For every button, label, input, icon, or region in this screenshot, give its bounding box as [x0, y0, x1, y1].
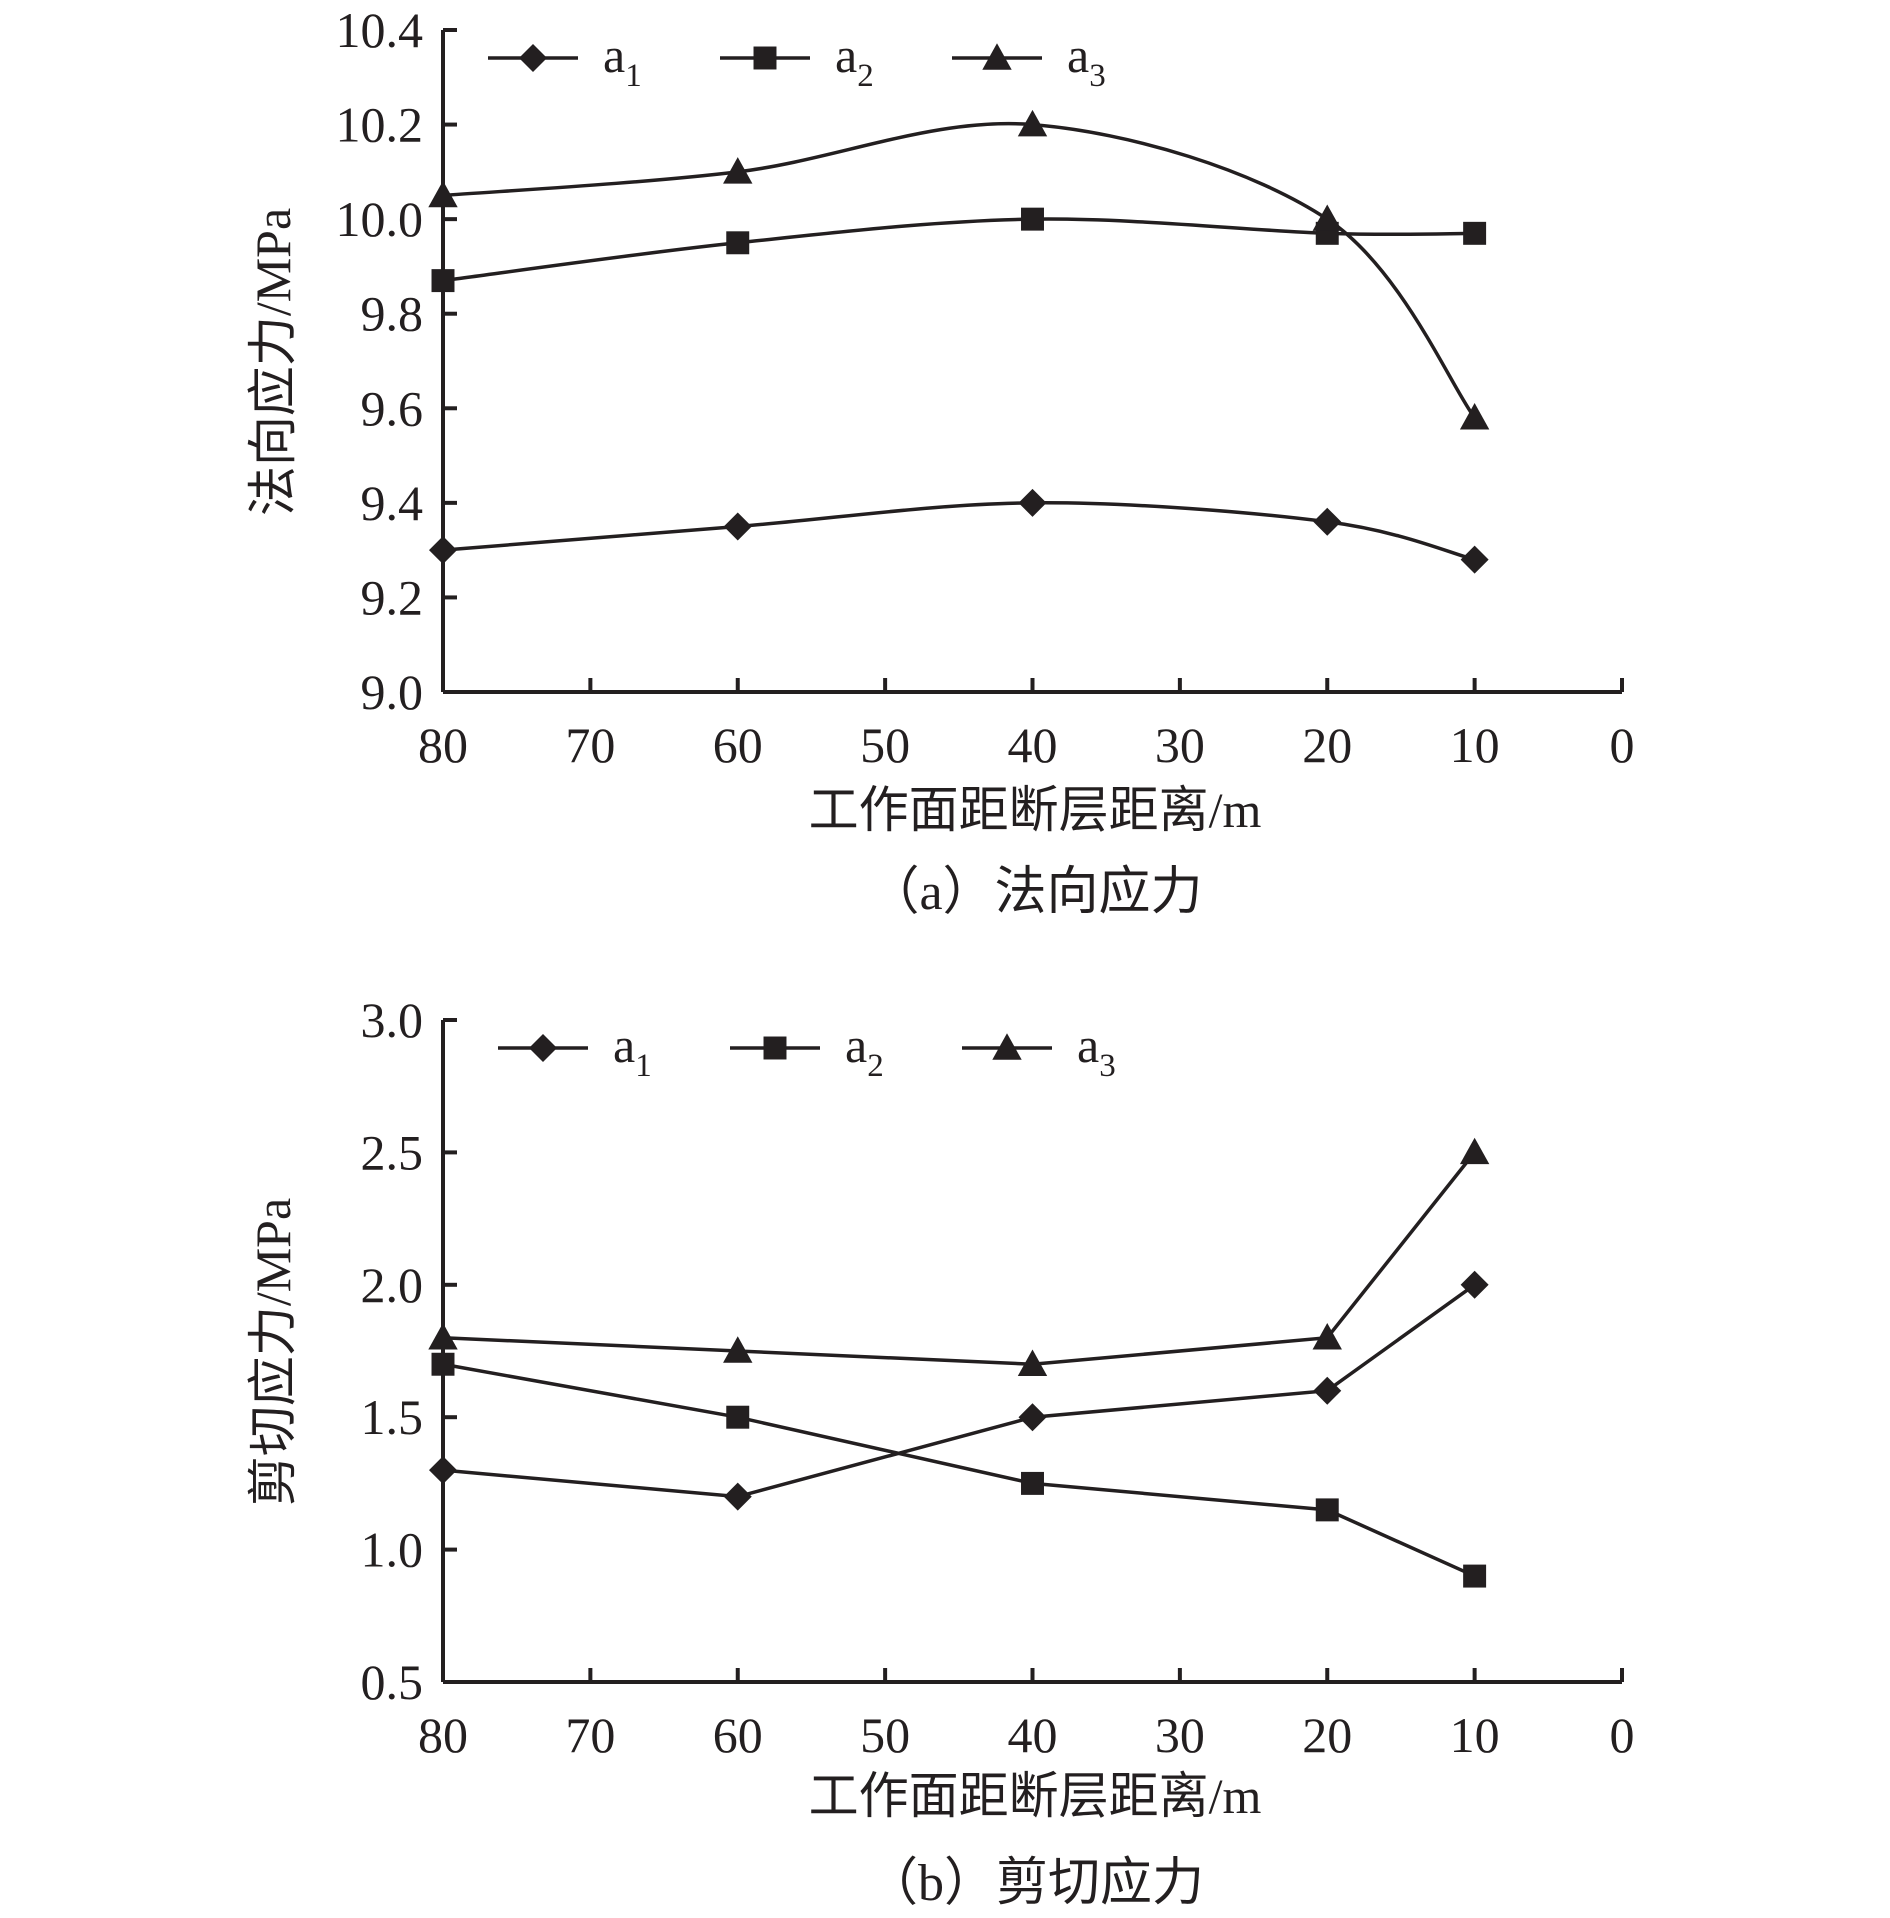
legend-label-subscript: 3 [1099, 1048, 1116, 1084]
x-tick-label: 0 [1610, 1707, 1635, 1763]
series-line-a2 [442, 217, 1475, 283]
x-tick-label: 10 [1450, 1707, 1500, 1763]
y-tick-label: 2.5 [361, 1124, 424, 1180]
y-tick-label: 2.0 [361, 1257, 424, 1313]
x-tick-label: 40 [1008, 1707, 1058, 1763]
y-tick-label: 9.8 [361, 286, 424, 342]
x-axis-title: 工作面距断层距离/m [809, 782, 1262, 838]
x-tick-label: 20 [1302, 717, 1352, 773]
data-point-a3 [1017, 1349, 1048, 1376]
x-tick-label: 30 [1155, 1707, 1205, 1763]
tick-labels: 9.09.29.49.69.810.010.210.480 70 60 50 40 30 2… [336, 2, 1635, 773]
data-point-a1 [1460, 1270, 1489, 1299]
x-tick-label: 50 [860, 717, 910, 773]
tick-marks [441, 28, 1624, 694]
legend-marker [519, 44, 547, 72]
x-tick-label: 0 [1610, 717, 1635, 773]
panel-caption: （b）剪切应力 [866, 1855, 1204, 1912]
y-axis-title: 法向应力/MPa [245, 208, 301, 516]
x-tick-label: 30 [1155, 717, 1205, 773]
legend-label-subscript: 1 [635, 1048, 652, 1084]
data-point-a2 [726, 231, 750, 255]
y-tick-label: 0.5 [361, 1654, 424, 1710]
y-tick-label: 10.4 [336, 2, 424, 58]
y-tick-label: 10.0 [336, 191, 424, 247]
data-point-a2 [1463, 221, 1487, 245]
data-point-a2 [726, 1405, 750, 1429]
x-tick-label: 40 [1008, 717, 1058, 773]
data-point-a1 [1460, 545, 1489, 574]
data-point-a1 [723, 512, 752, 541]
data-point-a3 [1312, 204, 1342, 231]
data-point-a3 [1459, 1137, 1490, 1165]
panel-caption: （a）法向应力 [867, 864, 1202, 921]
data-point-a3 [723, 1336, 753, 1363]
data-point-a3 [1017, 109, 1048, 137]
data-point-a2 [1463, 1564, 1487, 1588]
data-point-a3 [1459, 403, 1490, 430]
tick-marks [441, 1018, 1624, 1684]
legend: a1 a2 a3 [498, 1017, 1116, 1084]
y-tick-label: 1.5 [361, 1389, 424, 1445]
x-axis-title: 工作面距断层距离/m [809, 1768, 1262, 1824]
y-tick-label: 3.0 [361, 992, 424, 1048]
legend-marker [992, 1033, 1022, 1060]
data-point-a2 [1021, 207, 1044, 231]
legend-label-subscript: 3 [1089, 58, 1106, 94]
legend-marker [982, 43, 1012, 70]
y-tick-label: 9.4 [361, 475, 424, 531]
data-point-a3 [1312, 1323, 1342, 1350]
data-point-a1 [1313, 507, 1342, 536]
data-point-a3 [723, 157, 753, 184]
legend-label-subscript: 1 [625, 58, 642, 94]
data-point-a1 [723, 1482, 752, 1511]
y-tick-label: 9.2 [361, 569, 424, 625]
y-tick-label: 9.6 [361, 380, 424, 436]
data-point-a1 [1018, 1403, 1047, 1432]
legend-label-subscript: 2 [857, 58, 874, 94]
series-line-a1 [442, 501, 1476, 562]
legend-marker [529, 1034, 557, 1062]
tick-labels: 0.5 1.0 1.5 2.0 2.5 3.0 80 70 60 50 40 30 20 10 0 [361, 992, 1635, 1763]
legend-label: a2 [845, 1017, 884, 1084]
x-tick-label: 80 [418, 1707, 468, 1763]
x-tick-label: 20 [1302, 1707, 1352, 1763]
x-tick-label: 60 [713, 717, 763, 773]
legend-label: a1 [613, 1017, 652, 1084]
legend: a1 a2 a3 [488, 27, 1106, 94]
chart-panel-shear-stress: 0.5 1.0 1.5 2.0 2.5 3.0 80 70 60 50 40 30 20 10 0 a1 a2… [245, 992, 1635, 1912]
data-point-a1 [1313, 1376, 1342, 1405]
legend-label: a2 [835, 27, 874, 94]
data-point-a1 [1018, 488, 1047, 517]
x-tick-label: 10 [1450, 717, 1500, 773]
chart-panel-normal-stress: 9.09.29.49.69.810.010.210.480 70 60 50 40 30 2… [245, 2, 1635, 921]
data-point-a2 [1021, 1471, 1044, 1495]
y-tick-label: 9.0 [361, 664, 424, 720]
legend-label: a3 [1067, 27, 1106, 94]
legend-label-subscript: 2 [867, 1048, 884, 1084]
x-tick-label: 50 [860, 1707, 910, 1763]
x-tick-label: 70 [565, 1707, 615, 1763]
y-axis-title: 剪切应力/MPa [245, 1198, 301, 1506]
x-tick-label: 70 [565, 717, 615, 773]
legend-marker [753, 46, 777, 70]
y-tick-label: 1.0 [361, 1522, 424, 1578]
legend-marker [763, 1036, 787, 1060]
data-point-a2 [1315, 1498, 1339, 1522]
y-tick-label: 10.2 [336, 97, 424, 153]
x-tick-label: 80 [418, 717, 468, 773]
x-tick-label: 60 [713, 1707, 763, 1763]
